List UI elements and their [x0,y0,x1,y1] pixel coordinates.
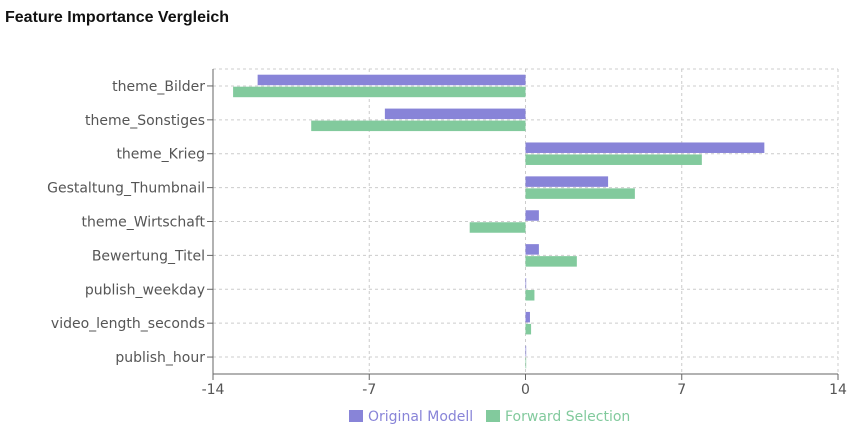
chart-title: Feature Importance Vergleich [5,9,230,26]
bar-forward-publish_weekday[interactable] [525,290,535,301]
bar-original-video_length_seconds[interactable] [525,311,530,323]
x-tick-label: -14 [202,382,225,398]
legend-swatch-forward [486,410,500,422]
bar-forward-theme_Sonstiges[interactable] [311,120,526,132]
bar-forward-publish_hour[interactable] [525,357,527,369]
bar-forward-Bewertung_Titel[interactable] [525,256,577,267]
grid-lines [212,68,839,374]
y-tick-label: theme_Sonstiges [85,113,205,129]
bar-original-theme_Bilder[interactable] [257,74,526,86]
bar-forward-Gestaltung_Thumbnail[interactable] [525,188,635,199]
x-tick-label: 7 [677,382,686,398]
bar-original-theme_Krieg[interactable] [525,142,765,153]
bar-original-publish_hour[interactable] [525,345,527,357]
bar-original-theme_Sonstiges[interactable] [384,108,526,120]
bars-group [233,74,765,369]
legend-swatch-original [349,410,363,422]
bar-original-publish_weekday[interactable] [525,278,527,289]
legend: Original Modell Forward Selection [349,409,630,425]
x-tick-label: 0 [521,382,530,398]
bar-forward-theme_Wirtschaft[interactable] [469,222,526,233]
x-tick-label: 14 [829,382,847,398]
bar-forward-theme_Krieg[interactable] [525,154,702,165]
y-tick-label: theme_Krieg [116,147,205,163]
bar-forward-theme_Bilder[interactable] [233,86,526,98]
y-tick-label: theme_Bilder [112,79,205,95]
y-tick-label: publish_weekday [85,282,205,298]
bar-original-theme_Wirtschaft[interactable] [525,210,539,221]
axes-group: theme_Bilder theme_Sonstiges theme_Krieg Ge… [47,69,847,398]
y-tick-label: theme_Wirtschaft [81,215,205,231]
y-tick-label: Gestaltung_Thumbnail [47,181,205,197]
legend-label-forward[interactable]: Forward Selection [505,409,630,425]
x-tick-label: -7 [362,382,376,398]
bar-original-Bewertung_Titel[interactable] [525,244,539,255]
y-tick-label: video_length_seconds [51,316,205,332]
bar-forward-video_length_seconds[interactable] [525,323,532,335]
bar-original-Gestaltung_Thumbnail[interactable] [525,176,609,187]
y-tick-label: Bewertung_Titel [92,248,205,264]
y-tick-label: publish_hour [115,350,205,366]
legend-label-original[interactable]: Original Modell [368,409,473,425]
